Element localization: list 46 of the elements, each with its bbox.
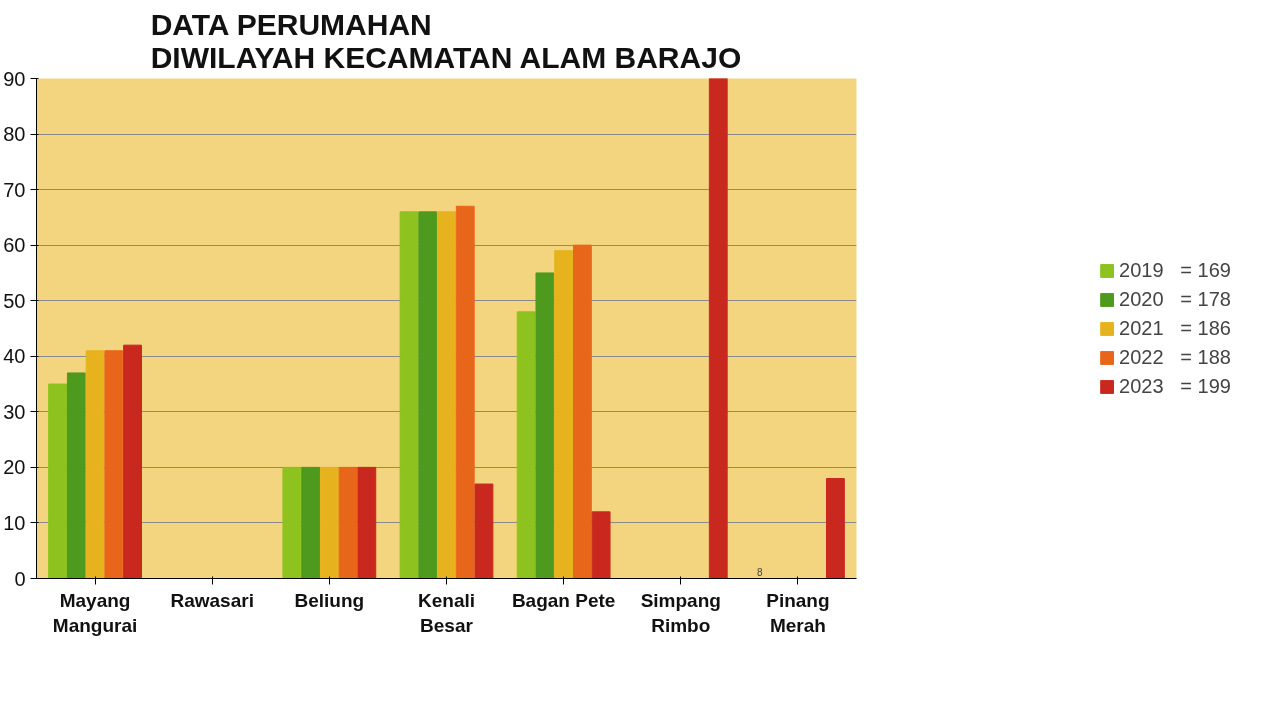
legend-label: 2020 = 178 [1119, 287, 1231, 311]
y-tick-label: 0 [14, 567, 26, 590]
y-tick-label: 10 [3, 511, 26, 534]
y-tick-label: 20 [3, 456, 26, 479]
y-tick-label: 90 [3, 67, 26, 90]
x-tick-label: Beliung [294, 589, 365, 611]
bar [535, 272, 555, 579]
x-tick-label: Kenali Besar [417, 589, 476, 636]
x-tick-label: Mayang Mangurai [52, 589, 138, 636]
bar [357, 466, 377, 579]
x-tick-label: Bagan Pete [511, 589, 616, 611]
bar [282, 466, 302, 579]
legend-label: 2019 = 169 [1119, 258, 1231, 282]
bar [437, 211, 456, 579]
bar [418, 211, 438, 579]
bar [85, 350, 105, 579]
bar [708, 78, 728, 579]
bar [66, 372, 86, 579]
bar [826, 478, 845, 579]
y-tick-label: 70 [3, 178, 26, 201]
bar [319, 466, 339, 579]
bar [104, 350, 124, 579]
legend-label: 2021 = 186 [1119, 316, 1231, 340]
legend-label: 2022 = 188 [1119, 345, 1231, 369]
annotation: 8 [756, 566, 763, 578]
bar [516, 311, 536, 579]
bar [301, 466, 321, 579]
chart-title: DATA PERUMAHAN DIWILAYAH KECAMATAN ALAM BARAJO [150, 7, 742, 74]
bar [338, 466, 358, 579]
x-tick-label: Simpang Rimbo [640, 589, 721, 636]
bar [572, 244, 592, 579]
y-tick-label: 40 [3, 345, 26, 368]
bar [591, 511, 611, 579]
bar [48, 383, 67, 579]
bar [399, 211, 419, 579]
bar [123, 344, 142, 579]
bar [474, 483, 494, 579]
y-tick-label: 50 [3, 289, 26, 312]
x-tick-label: Rawasari [170, 589, 254, 611]
y-tick-label: 80 [3, 123, 26, 146]
x-tick-label: Pinang Merah [766, 589, 830, 636]
y-tick-label: 30 [3, 400, 26, 423]
bar [455, 205, 475, 579]
legend-label: 2023 = 199 [1119, 374, 1231, 398]
bar [554, 250, 574, 579]
y-tick-label: 60 [3, 234, 26, 257]
